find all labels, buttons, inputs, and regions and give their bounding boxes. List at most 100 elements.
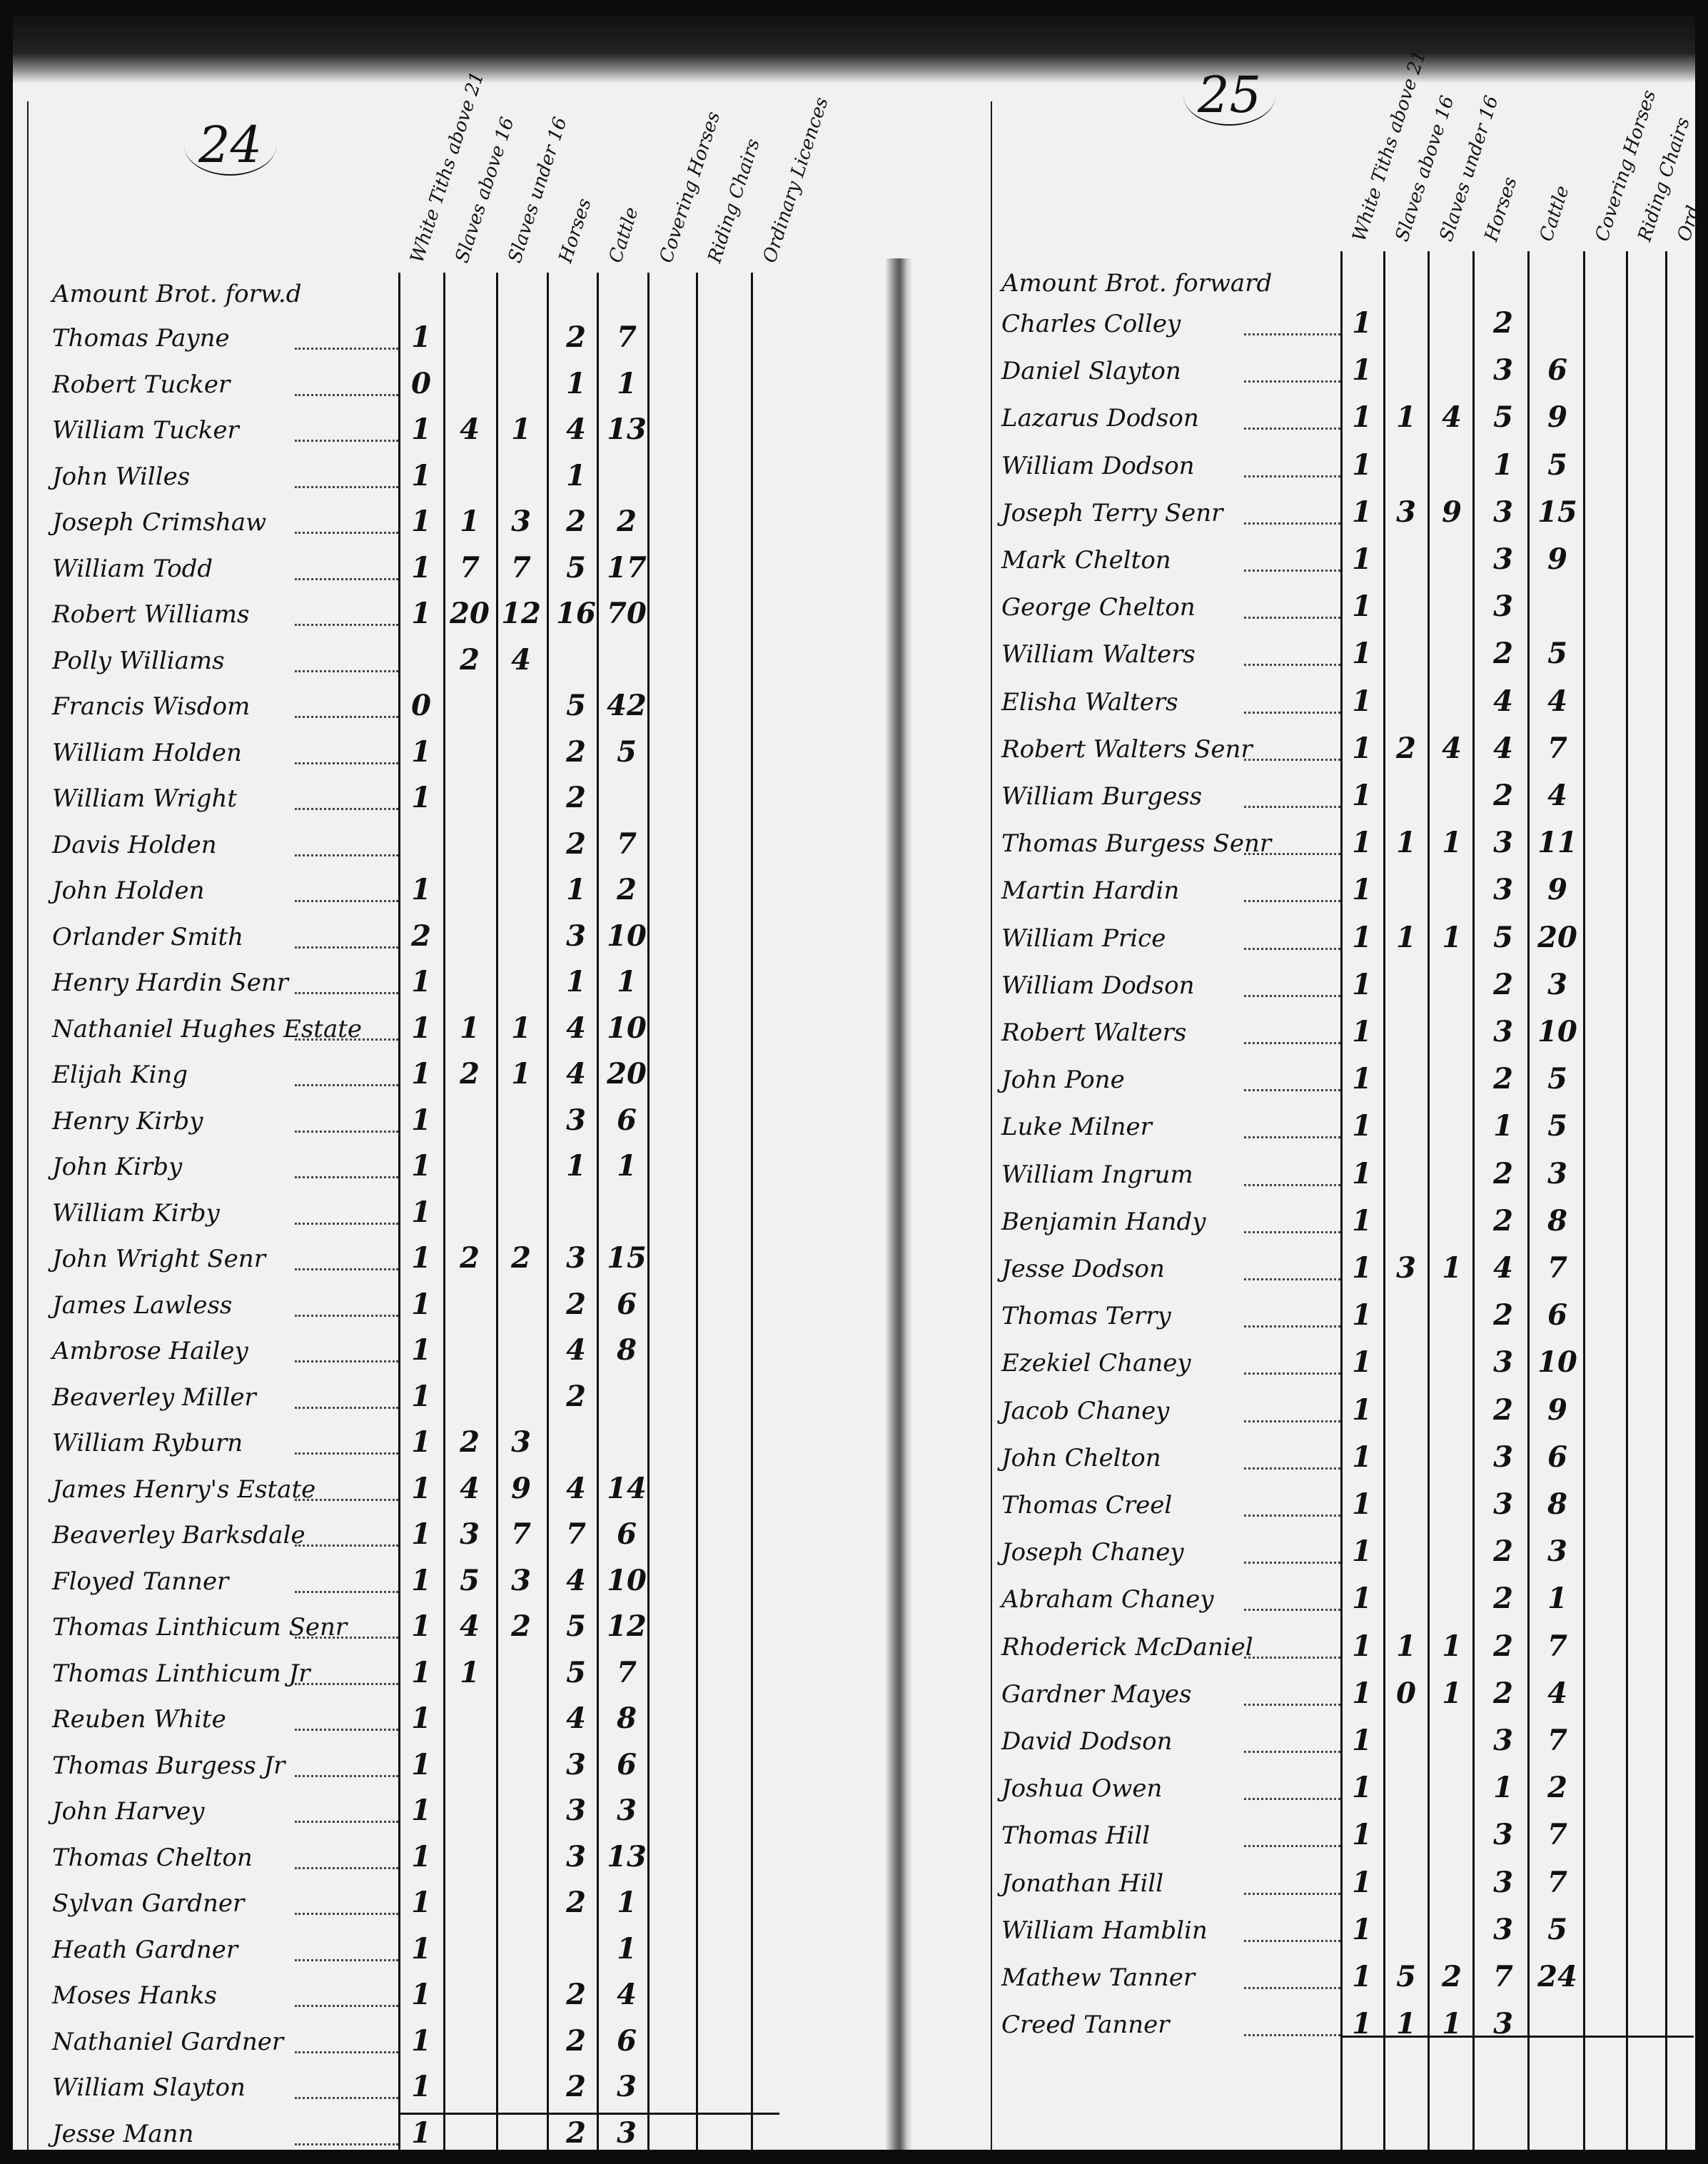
leader-dots [295,1038,398,1041]
table-row: Martin Hardin 1 3 9 [912,868,1695,911]
cattle-value: 11 [1537,826,1577,860]
horses-value: 2 [566,2023,586,2058]
table-row: William Wright 1 2 [13,776,885,819]
slaves-under-16-value: 1 [511,1011,531,1045]
white-tithes-value: 1 [1352,920,1372,954]
table-row: William Walters 1 2 5 [912,632,1695,674]
table-row: Jonathan Hill 1 3 7 [912,1861,1695,1903]
leader-dots [1244,1609,1340,1612]
leader-dots [1244,1420,1340,1422]
white-tithes-value: 1 [1352,1298,1372,1333]
cattle-value: 9 [1547,873,1567,907]
leader-dots [295,1452,398,1455]
horses-value: 2 [1493,967,1513,1001]
cattle-value: 8 [1547,1203,1567,1238]
white-tithes-value: 1 [1352,400,1372,435]
slaves-above-16-value: 1 [1396,2007,1416,2041]
horses-value: 1 [1493,1771,1513,1805]
cattle-value: 4 [1547,779,1567,812]
table-row: Jesse Dodson 1 3 1 4 7 [912,1246,1695,1289]
column-rule [547,273,549,2150]
taxpayer-name: William Wright [52,784,238,813]
slaves-under-16-value: 7 [511,1517,531,1551]
horses-value: 2 [1493,1062,1513,1096]
cattle-value: 15 [607,1241,647,1275]
cattle-value: 20 [607,1057,647,1091]
leader-dots [295,808,398,810]
page-number: 24 [184,116,277,176]
table-row: Nathaniel Hughes Estate 1 1 1 4 10 [13,1006,885,1049]
white-tithes-value: 1 [411,2070,431,2103]
table-row: John Holden 1 1 2 [13,868,885,911]
cattle-value: 24 [1537,1960,1577,1993]
cattle-value: 1 [617,1931,637,1966]
slaves-under-16-value: 1 [1442,2007,1462,2041]
slaves-above-16-value: 2 [460,1241,480,1275]
taxpayer-name: Nathaniel Gardner [52,2027,284,2056]
table-row: William Price 1 1 1 5 20 [912,916,1695,959]
table-row: William Kirby 1 [13,1190,885,1233]
horses-value: 3 [566,919,586,953]
taxpayer-name: Robert Walters Senr [1001,734,1253,764]
table-row: Lazarus Dodson 1 1 4 5 9 [912,395,1695,438]
taxpayer-name: Floyed Tanner [52,1567,229,1596]
slaves-under-16-value: 2 [511,1609,531,1643]
horses-value: 4 [566,1471,586,1505]
slaves-under-16-value: 2 [511,1241,531,1275]
leader-dots [295,1682,398,1685]
leader-dots [295,1958,398,1961]
white-tithes-value: 1 [411,1333,431,1367]
leader-dots [1244,1467,1340,1470]
column-header: Cattle [605,204,643,266]
table-row: Orlander Smith 2 3 10 [13,914,885,957]
carried-forward-label: Amount Brot. forward [1001,269,1273,298]
cattle-value: 6 [617,2023,637,2058]
table-row: Thomas Hill 1 3 7 [912,1813,1695,1856]
taxpayer-name: Reuben White [52,1705,226,1734]
leader-dots [1244,900,1340,903]
leader-dots [295,900,398,902]
leader-dots [295,2143,398,2145]
table-row: Robert Walters 1 3 10 [912,1010,1695,1053]
table-row: Heath Gardner 1 1 [13,1927,885,1970]
cattle-value: 14 [607,1471,647,1505]
column-header: Horses [1480,174,1522,244]
white-tithes-value: 1 [1352,1345,1372,1380]
table-row: Moses Hanks 1 2 4 [13,1973,885,2016]
horses-value: 7 [566,1517,586,1551]
horses-value: 4 [1493,684,1513,718]
leader-dots [1244,522,1340,525]
carried-forward-label: Amount Brot. forw.d [52,280,302,308]
taxpayer-name: John Harvey [52,1797,205,1826]
taxpayer-name: Thomas Hill [1001,1821,1151,1851]
leader-dots [295,1222,398,1225]
leader-dots [1244,994,1340,997]
horses-value: 4 [566,1702,586,1735]
cattle-value: 2 [617,505,637,538]
margin-rule [991,101,992,2150]
white-tithes-value: 1 [1352,1251,1372,1285]
leader-dots [295,1590,398,1593]
taxpayer-name: Gardner Mayes [1001,1679,1192,1709]
cattle-value: 4 [617,1978,637,2011]
white-tithes-value: 1 [1352,2007,1372,2041]
white-tithes-value: 1 [1352,353,1372,388]
leader-dots [1244,1798,1340,1801]
cattle-value: 6 [617,1287,637,1321]
slaves-above-16-value: 1 [460,505,480,538]
white-tithes-value: 1 [411,1057,431,1091]
white-tithes-value: 1 [411,1747,431,1781]
taxpayer-name: Joseph Chaney [1001,1538,1184,1567]
taxpayer-name: Joseph Crimshaw [52,508,267,537]
horses-value: 3 [1493,1440,1513,1474]
horses-value: 3 [1493,1912,1513,1946]
cattle-value: 1 [617,1886,637,1919]
white-tithes-value: 1 [1352,590,1372,624]
slaves-above-16-value: 2 [460,642,480,677]
table-row: James Lawless 1 2 6 [13,1283,885,1325]
horses-value: 3 [1493,495,1513,529]
taxpayer-name: William Ryburn [52,1429,243,1457]
taxpayer-name: Mathew Tanner [1001,1963,1196,1992]
leader-dots [295,440,398,442]
cattle-value: 6 [1547,353,1567,388]
